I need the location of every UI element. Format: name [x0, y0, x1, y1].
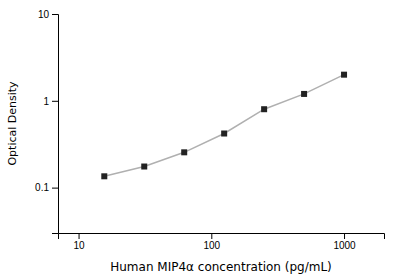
- marker: [181, 149, 187, 155]
- x-axis: 10 100 1000: [59, 233, 385, 251]
- marker: [261, 106, 267, 112]
- marker: [341, 72, 347, 78]
- x-tick-mark: [211, 233, 212, 239]
- y-tick-mark: [52, 14, 58, 15]
- y-tick-label: 1: [43, 96, 49, 107]
- x-tick-label: 10: [73, 240, 85, 251]
- marker: [301, 91, 307, 97]
- x-tick: 1000: [333, 233, 356, 251]
- line: [104, 75, 344, 177]
- marker: [221, 131, 227, 137]
- x-tick: 10: [73, 233, 85, 251]
- plot-area: 10 100 1000 0.1 1 10: [35, 9, 384, 251]
- y-tick-mark: [52, 101, 58, 102]
- y-axis-line: [52, 15, 59, 234]
- x-axis-title: Human MIP4α concentration (pg/mL): [110, 260, 332, 274]
- x-tick-label: 1000: [333, 240, 356, 251]
- y-tick-label: 10: [38, 9, 50, 20]
- y-tick-mark: [52, 188, 58, 189]
- data-layer: [101, 72, 347, 180]
- x-tick: 100: [203, 233, 220, 251]
- x-tick-label: 100: [203, 240, 220, 251]
- x-tick-mark: [79, 233, 80, 239]
- y-tick-label: 0.1: [35, 182, 49, 193]
- x-tick-mark: [344, 233, 345, 239]
- y-axis-title: Optical Density: [6, 81, 19, 166]
- y-tick: 0.1: [35, 182, 58, 193]
- y-axis: 0.1 1 10: [35, 9, 58, 234]
- marker: [141, 164, 147, 170]
- marker: [101, 173, 107, 179]
- chart: 10 100 1000 0.1 1 10 Human MIP4α concentration…: [0, 0, 400, 279]
- y-tick: 10: [38, 9, 58, 20]
- y-tick: 1: [43, 96, 58, 107]
- x-axis-line: [59, 234, 385, 240]
